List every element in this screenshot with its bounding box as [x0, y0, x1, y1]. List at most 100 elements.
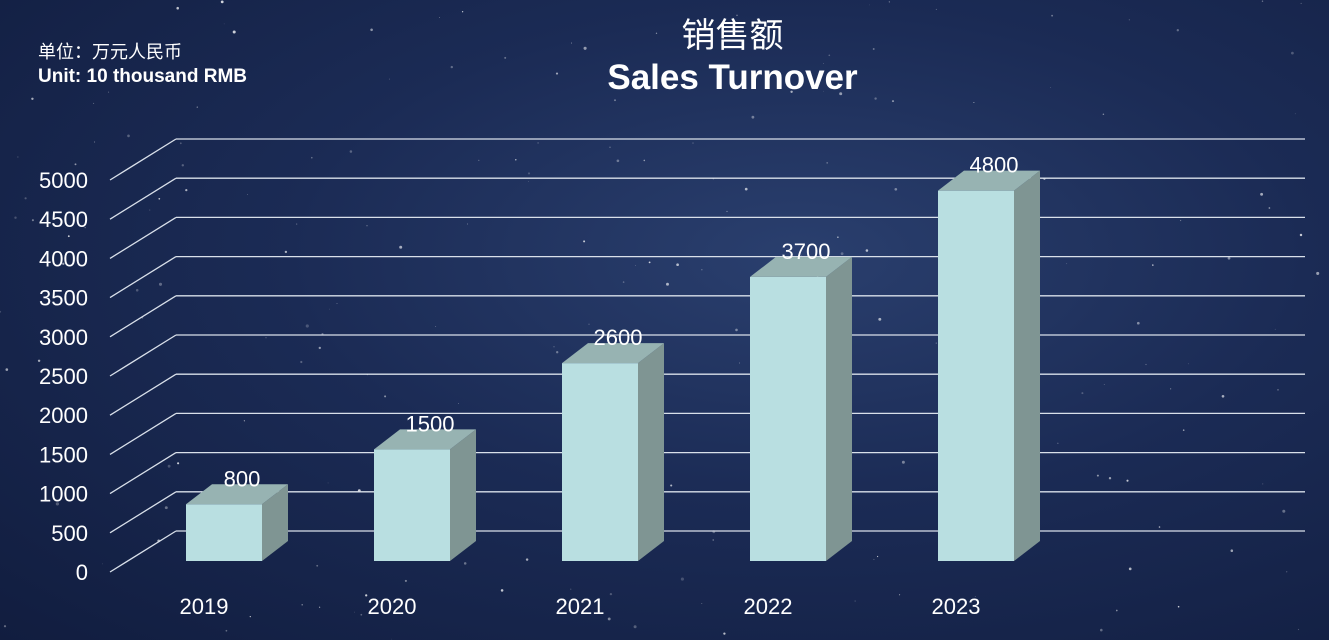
- star-dot: [127, 134, 130, 138]
- bar-side: [262, 484, 288, 561]
- star-dot: [439, 17, 440, 18]
- y-tick-label: 4500: [39, 207, 88, 232]
- star-dot: [66, 224, 69, 226]
- star-dot: [316, 564, 319, 567]
- star-dot: [220, 0, 224, 4]
- y-tick-label: 1500: [39, 442, 88, 467]
- star-dot: [1268, 207, 1271, 209]
- star-dot: [1128, 567, 1132, 571]
- star-dot: [14, 216, 17, 219]
- star-dot: [17, 156, 19, 158]
- y-tick-label: 4000: [39, 246, 88, 271]
- star-dot: [874, 97, 877, 100]
- star-dot: [670, 484, 673, 487]
- star-dot: [790, 90, 793, 93]
- star-dot: [570, 42, 572, 44]
- star-dot: [723, 632, 726, 635]
- bar: [938, 170, 1040, 561]
- y-tick-label: 500: [51, 521, 88, 546]
- star-dot: [1158, 526, 1161, 528]
- gridline: [109, 138, 1305, 181]
- star-dot: [648, 261, 651, 264]
- star-dot: [555, 72, 559, 75]
- star-dot: [854, 600, 856, 602]
- bar-side: [450, 429, 476, 561]
- y-axis-ticks: 0 500 1000 1500 2000 2500 3000 3500 4000 4500 5000: [39, 168, 88, 585]
- star-dot: [149, 209, 151, 211]
- star-dot: [399, 245, 403, 249]
- star-dot: [247, 194, 248, 195]
- star-dot: [973, 102, 975, 103]
- y-tick-label: 1000: [39, 482, 88, 507]
- star-dot: [164, 506, 168, 510]
- star-dot: [609, 592, 613, 596]
- bar-front: [750, 276, 826, 561]
- star-dot: [176, 6, 179, 10]
- star-dot: [525, 558, 529, 561]
- star-dot: [655, 32, 658, 34]
- x-category-label: 2021: [556, 594, 605, 619]
- star-dot: [828, 54, 831, 57]
- star-dot: [935, 8, 937, 10]
- star-dot: [67, 235, 70, 238]
- star-dot: [839, 92, 843, 96]
- star-dot: [179, 142, 182, 145]
- star-dot: [1128, 19, 1130, 21]
- star-dot: [1152, 264, 1154, 266]
- gridline: [109, 255, 1305, 299]
- star-dot: [318, 606, 321, 608]
- gridline: [109, 216, 1305, 259]
- star-dot: [135, 288, 139, 292]
- star-dot: [616, 159, 620, 163]
- star-dot: [553, 346, 555, 348]
- star-dot: [301, 603, 303, 606]
- data-label: 4800: [970, 153, 1019, 178]
- star-dot: [1262, 483, 1264, 485]
- star-dot: [622, 281, 625, 283]
- star-dot: [311, 156, 313, 159]
- star-dot: [318, 346, 321, 350]
- star-dot: [1260, 192, 1264, 196]
- star-dot: [1136, 321, 1140, 325]
- x-axis-categories: 2019 2020 2021 2022 2023: [180, 594, 981, 619]
- star-dot: [1050, 86, 1052, 89]
- unit-label-cn: 单位：万元人民币: [38, 42, 182, 63]
- y-tick-label: 5000: [39, 168, 88, 193]
- bar-top: [750, 256, 852, 277]
- star-dot: [588, 323, 590, 325]
- bar-top: [938, 170, 1040, 191]
- star-dot: [701, 603, 703, 605]
- star-dot: [515, 159, 517, 161]
- star-dot: [181, 164, 184, 167]
- star-dot: [739, 362, 740, 364]
- star-dot: [1187, 363, 1189, 365]
- x-category-label: 2020: [368, 594, 417, 619]
- x-category-label: 2019: [180, 594, 229, 619]
- star-dot: [1176, 29, 1179, 32]
- star-dot: [872, 48, 875, 50]
- star-dot: [435, 326, 437, 327]
- star-dot: [404, 579, 407, 582]
- star-dot: [55, 502, 59, 506]
- star-dot: [243, 420, 245, 422]
- star-dot: [837, 236, 839, 238]
- star-dot: [1230, 549, 1234, 552]
- gridline: [109, 412, 1305, 455]
- star-dot: [633, 625, 637, 629]
- star-dot: [1261, 0, 1264, 2]
- star-dot: [500, 589, 504, 592]
- star-dot: [1126, 479, 1129, 482]
- star-dot: [1100, 628, 1103, 632]
- gridline: [109, 451, 1305, 495]
- bar-front: [562, 363, 638, 561]
- star-dot: [296, 223, 298, 225]
- star-dot: [478, 159, 480, 162]
- star-dot: [869, 4, 871, 6]
- star-dot: [1294, 113, 1296, 115]
- bar-side: [638, 343, 664, 561]
- star-dot: [265, 336, 267, 339]
- bar: [186, 484, 288, 561]
- bar-top: [374, 429, 476, 450]
